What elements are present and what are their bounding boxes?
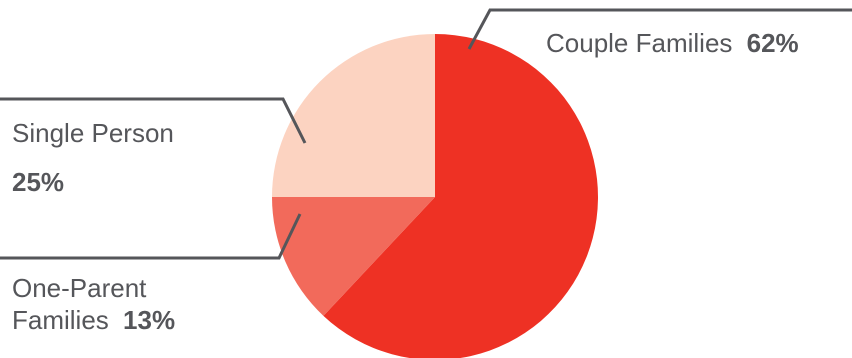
label-one-parent-name: Families: [12, 305, 109, 335]
leader-line-one-parent-families: [0, 213, 302, 260]
leader-line-couple-families: [467, 8, 852, 50]
leader-line-single-person: [0, 97, 307, 144]
label-single-person: Single Person: [12, 118, 174, 148]
label-couple-families: Couple Families 62%: [546, 28, 799, 58]
pie-slices: [272, 34, 598, 358]
label-one-parent-line1: One-Parent: [12, 273, 147, 303]
label-one-parent-pct: 13%: [123, 305, 175, 335]
label-one-parent-line2: Families 13%: [12, 305, 175, 335]
label-single-person-pct: 25%: [12, 167, 64, 197]
pie-slice-one-parent-families: [272, 197, 435, 316]
label-couple-families-name: Couple Families: [546, 28, 732, 58]
pie-slice-single-person: [272, 34, 435, 197]
label-couple-families-pct: 62%: [747, 28, 799, 58]
pie-slice-couple-families: [323, 34, 598, 358]
